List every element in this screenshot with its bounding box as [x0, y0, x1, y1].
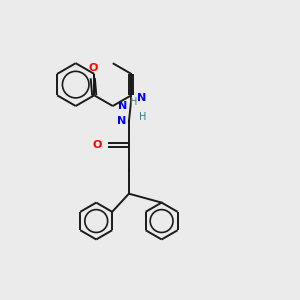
Text: N: N [136, 93, 146, 103]
Text: H: H [139, 112, 147, 122]
Text: O: O [93, 140, 102, 150]
Text: N: N [117, 116, 127, 127]
Text: N: N [118, 101, 128, 111]
Text: O: O [88, 63, 98, 73]
Text: H: H [130, 97, 137, 106]
